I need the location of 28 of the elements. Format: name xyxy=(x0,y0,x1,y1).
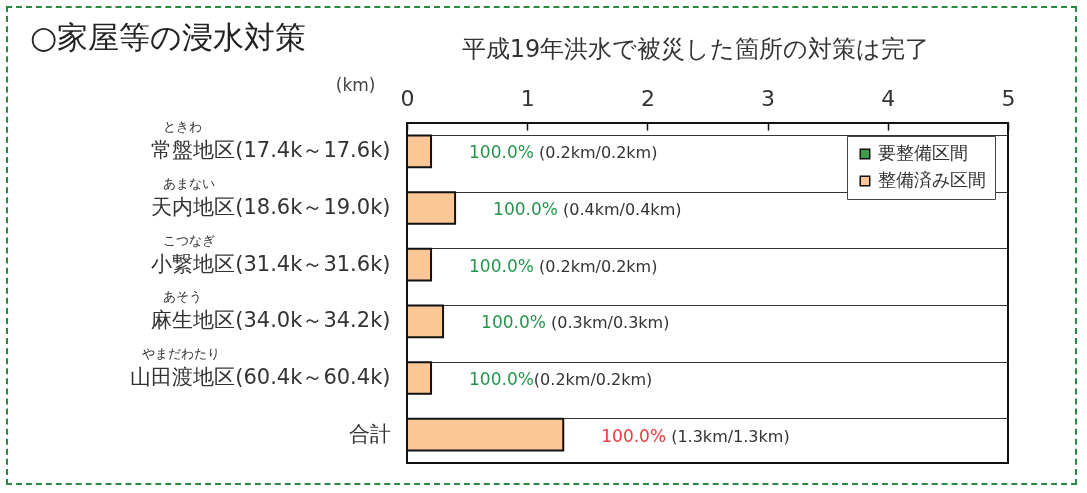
x-tick-label: 0 xyxy=(400,85,415,111)
x-tick-label: 5 xyxy=(1001,85,1016,111)
y-tick-label: 小繋地区(31.4k～31.6k) xyxy=(151,251,391,276)
text: あそう xyxy=(162,289,202,305)
chart-title: ○家屋等の浸水対策 xyxy=(30,18,307,57)
x-tick-label: 1 xyxy=(520,85,535,111)
text: こつなぎ xyxy=(162,232,215,248)
data-label: 100.0% (0.2km/0.2km) xyxy=(469,142,658,163)
data-label: 100.0%(0.2km/0.2km) xyxy=(469,369,653,389)
chart-subtitle: 平成19年洪水で被災した箇所の対策は完了 xyxy=(461,35,930,63)
text: あまない xyxy=(162,176,215,191)
x-axis-title: (km) xyxy=(335,74,376,95)
legend-label: 要整備区間 xyxy=(878,142,968,163)
x-tick-label: 2 xyxy=(640,85,655,111)
x-tick-label: 3 xyxy=(761,85,776,111)
text: ときわ xyxy=(162,119,202,135)
data-label: 100.0% (0.3km/0.3km) xyxy=(481,312,670,333)
x-tick-label: 4 xyxy=(881,85,896,111)
text: やまだわたり xyxy=(141,346,220,361)
data-label: 100.0% (0.2km/0.2km) xyxy=(469,255,658,276)
y-tick-label: 山田渡地区(60.4k～60.4k) xyxy=(130,365,391,389)
data-label: 100.0% (1.3km/1.3km) xyxy=(601,425,790,446)
y-tick-label: 天内地区(18.6k～19.0k) xyxy=(151,195,391,219)
y-tick-label: 合計 xyxy=(348,421,391,446)
y-tick-label: 常盤地区(17.4k～17.6k) xyxy=(151,138,391,163)
legend-label: 整備済み区間 xyxy=(878,169,986,190)
y-tick-label: 麻生地区(34.0k～34.2k) xyxy=(151,308,391,333)
data-label: 100.0% (0.4km/0.4km) xyxy=(493,199,682,219)
